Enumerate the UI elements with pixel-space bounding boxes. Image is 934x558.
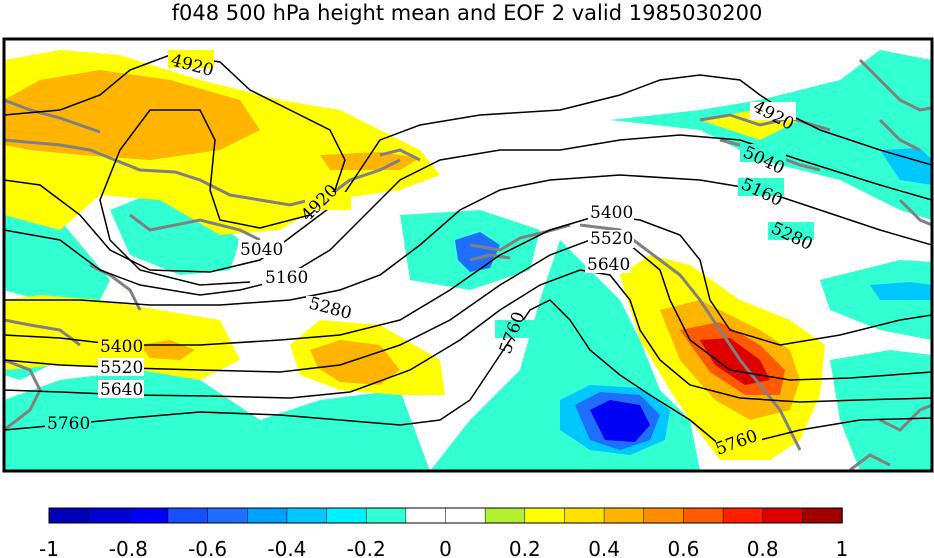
- colorbar-swatch: [762, 507, 804, 524]
- colorbar-swatch: [88, 507, 130, 524]
- colorbar-swatch: [445, 507, 486, 524]
- colorbar-tick-label: 0.4: [588, 537, 620, 558]
- contour-label: 5520: [100, 358, 143, 378]
- colorbar-swatch: [405, 507, 447, 524]
- contour-label: 5400: [100, 337, 143, 357]
- colorbar-tick-label: -0.2: [347, 537, 386, 558]
- colorbar-swatch: [128, 507, 169, 524]
- colorbar-swatch: [286, 507, 328, 524]
- contour-labels: 4920 4920 4920 5040 5040 5160 5160 5280 …: [45, 50, 816, 460]
- coastlines: [4, 58, 932, 471]
- colorbar-tick-label: 1: [836, 537, 849, 558]
- colorbar-swatch: [603, 507, 645, 524]
- colorbar-swatch: [365, 507, 407, 524]
- colorbar-tick-label: -0.6: [188, 537, 227, 558]
- colorbar-swatch: [48, 507, 90, 524]
- colorbar-swatch: [564, 507, 605, 524]
- colorbar-tick-label: -0.8: [109, 537, 148, 558]
- contour-label: 5520: [590, 229, 633, 249]
- contour-label: 5640: [100, 380, 143, 400]
- colorbar-swatch: [207, 507, 249, 524]
- colorbar-swatch: [484, 507, 526, 524]
- colorbar-swatch: [167, 507, 209, 524]
- colorbar: [48, 507, 843, 524]
- colorbar-frame: [48, 507, 843, 524]
- height-contours: [4, 54, 932, 446]
- colorbar-swatch: [722, 507, 764, 524]
- map-title: f048 500 hPa height mean and EOF 2 valid…: [171, 1, 763, 25]
- map-frame: [2, 37, 934, 473]
- contour-label: 5040: [240, 240, 283, 260]
- contour-label: 5760: [47, 414, 90, 434]
- colorbar-swatch: [643, 507, 685, 524]
- colorbar-tick-label: -1: [39, 537, 59, 558]
- colorbar-swatch: [524, 507, 566, 524]
- colorbar-swatch: [247, 507, 288, 524]
- colorbar-tick-label: 0.6: [667, 537, 699, 558]
- colorbar-tick-label: 0.2: [509, 537, 541, 558]
- colorbar-ticks: -1 -0.8 -0.6 -0.4 -0.2 0 0.2 0.4 0.6 0.8 1: [39, 537, 848, 558]
- colorbar-tick-label: -0.4: [267, 537, 306, 558]
- colorbar-swatch: [683, 507, 724, 524]
- colorbar-tick-label: 0: [439, 537, 452, 558]
- colorbar-tick-label: 0.8: [747, 537, 779, 558]
- colorbar-swatch: [326, 507, 367, 524]
- contour-label: 5160: [265, 268, 308, 288]
- colorbar-swatch: [802, 507, 843, 524]
- contour-label: 5400: [590, 203, 633, 223]
- eof-shading: [4, 50, 932, 471]
- contour-label: 5640: [587, 255, 630, 275]
